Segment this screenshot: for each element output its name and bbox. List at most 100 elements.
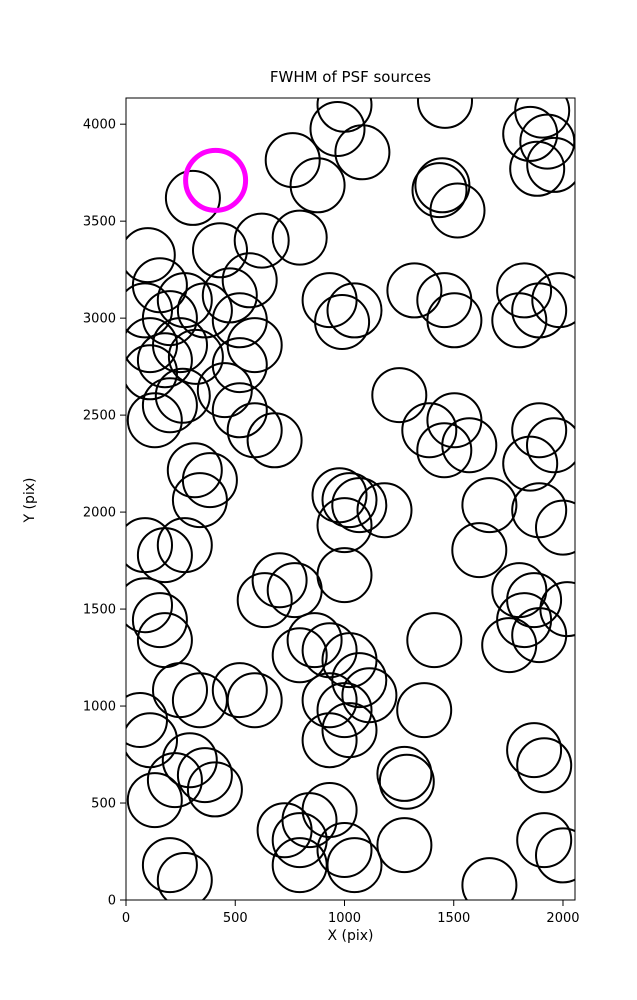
psf-source-circle: [226, 402, 283, 459]
psf-source-circle: [126, 692, 168, 748]
y-tick-label: 3500: [83, 215, 116, 230]
psf-source-circle: [502, 435, 559, 492]
psf-source-circle: [526, 417, 575, 474]
axes-frame: [125, 97, 576, 901]
psf-source-circle: [136, 332, 193, 389]
y-tick-label: 500: [91, 797, 116, 812]
psf-source-circle: [414, 157, 471, 214]
psf-source-circle: [271, 209, 328, 266]
psf-source-circle: [441, 417, 498, 474]
psf-source-circle: [161, 732, 218, 789]
y-tick-label: 2000: [83, 506, 116, 521]
y-axis-label: Y (pix): [22, 477, 38, 523]
psf-source-circle: [316, 497, 373, 554]
psf-source-circle: [511, 482, 568, 539]
psf-source-circle: [226, 672, 283, 729]
psf-source-circle: [289, 157, 346, 214]
psf-source-circle: [141, 837, 198, 894]
psf-source-circle: [516, 812, 573, 869]
psf-source-circle: [301, 712, 358, 769]
psf-source-circle: [356, 482, 413, 539]
psf-source-circle: [321, 472, 378, 529]
x-tick-label: 2000: [546, 911, 579, 926]
psf-source-circle: [416, 422, 473, 479]
psf-source-circle: [376, 817, 433, 874]
psf-source-circle: [126, 227, 176, 284]
psf-source-circle: [316, 547, 373, 604]
psf-source-circle: [371, 367, 428, 424]
psf-source-circle: [141, 377, 198, 434]
psf-source-circle: [386, 262, 443, 319]
psf-source-circle: [341, 667, 398, 724]
psf-source-circle: [166, 442, 223, 499]
psf-source-circle: [286, 612, 343, 669]
psf-source-circle: [196, 362, 253, 419]
psf-source-circle: [156, 517, 213, 574]
psf-source-circle: [426, 292, 483, 349]
psf-source-circle: [126, 772, 183, 829]
y-tick-label: 1000: [83, 700, 116, 715]
psf-source-circle: [176, 747, 233, 804]
psf-source-circle: [416, 272, 473, 329]
psf-source-circle: [511, 282, 568, 339]
x-tick-label: 1500: [437, 911, 470, 926]
psf-source-circle: [316, 98, 373, 133]
psf-source-circle: [126, 712, 178, 769]
psf-source-circle: [481, 617, 538, 674]
psf-source-circle: [506, 722, 563, 779]
psf-source-circle: [526, 136, 575, 193]
marker-layer: [126, 98, 575, 900]
psf-source-circle: [152, 662, 208, 719]
psf-source-circle: [126, 282, 173, 339]
x-tick-label: 0: [122, 911, 130, 926]
plot-title: FWHM of PSF sources: [269, 68, 432, 86]
psf-source-circle: [326, 282, 383, 339]
psf-source-circle: [131, 592, 188, 649]
psf-source-circle: [301, 782, 358, 838]
psf-source-circle: [167, 328, 224, 385]
psf-source-circle: [226, 317, 283, 374]
psf-source-circle: [154, 367, 211, 424]
psf-source-circle: [321, 702, 378, 759]
psf-source-circle: [316, 822, 373, 878]
psf-source-circle: [535, 827, 575, 884]
psf-source-circle: [491, 292, 548, 349]
psf-source-circle: [201, 267, 258, 324]
psf-source-circle: [378, 753, 435, 810]
psf-source-circle: [417, 98, 473, 129]
psf-source-circle: [246, 412, 303, 469]
psf-source-circle: [314, 294, 371, 350]
psf-source-circle: [326, 837, 383, 894]
y-tick-label: 3000: [83, 312, 116, 327]
psf-source-circle: [516, 737, 573, 794]
psf-source-circle: [321, 632, 378, 689]
psf-source-circle: [451, 522, 508, 579]
psf-source-circle: [376, 745, 433, 802]
psf-source-circle: [406, 612, 463, 669]
psf-source-circle: [136, 612, 193, 669]
psf-source-circle: [309, 101, 366, 157]
psf-source-circle: [511, 402, 568, 459]
psf-source-circle: [181, 452, 238, 509]
psf-source-circle: [126, 577, 173, 634]
y-tick-label: 1500: [83, 603, 116, 618]
psf-source-circle: [509, 140, 566, 197]
x-tick-label: 500: [223, 911, 248, 926]
y-tick-label: 0: [108, 894, 116, 909]
psf-source-circle: [401, 402, 458, 459]
psf-source-circle: [266, 562, 323, 619]
psf-source-circle: [192, 222, 248, 279]
psf-source-circle: [152, 317, 208, 374]
psf-source-circle: [502, 105, 559, 162]
psf-source-circle: [146, 752, 203, 809]
psf-source-circle: [136, 527, 193, 584]
psf-source-circle: [461, 857, 518, 900]
psf-source-circle: [211, 662, 268, 719]
psf-source-circle: [236, 572, 293, 629]
y-tick-label: 2500: [83, 409, 116, 424]
psf-source-circle: [331, 652, 388, 709]
psf-source-circle: [186, 761, 243, 818]
psf-source-circle: [126, 392, 183, 449]
